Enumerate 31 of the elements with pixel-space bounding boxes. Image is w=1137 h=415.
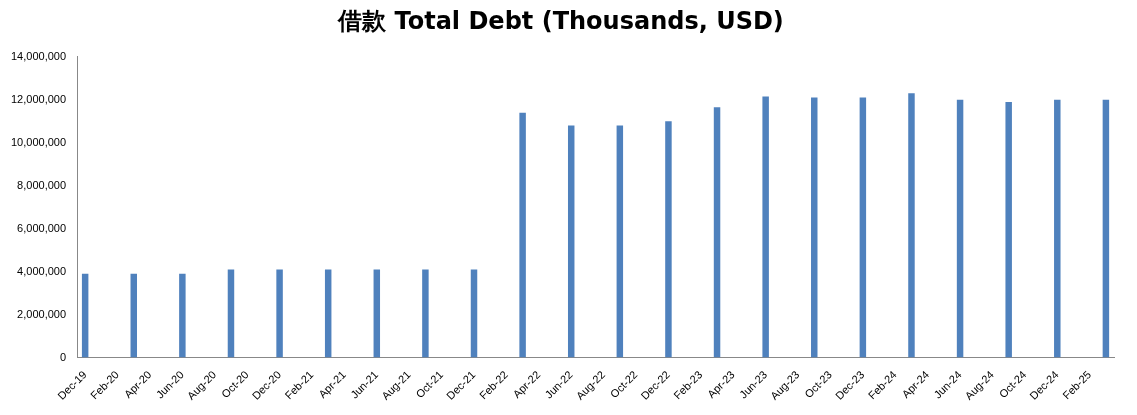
bar [713, 107, 721, 358]
bar [616, 125, 624, 358]
bar [1054, 99, 1061, 358]
bar [1102, 99, 1110, 358]
y-tick-label: 2,000,000 [17, 307, 67, 320]
y-tick-label: 8,000,000 [17, 178, 67, 191]
bar [908, 93, 915, 358]
bar [227, 269, 235, 358]
chart-title: 借款 Total Debt (Thousands, USD) [337, 6, 784, 35]
bar [276, 269, 283, 358]
bar [956, 99, 964, 358]
bar [179, 273, 186, 358]
y-tick-label: 0 [59, 350, 67, 363]
bar [859, 97, 867, 358]
bar [81, 273, 89, 358]
y-tick-label: 4,000,000 [17, 264, 67, 277]
bar [373, 269, 381, 358]
bar [1005, 101, 1012, 358]
bar [470, 269, 478, 358]
y-tick-label: 14,000,000 [10, 49, 67, 62]
y-tick-label: 12,000,000 [10, 92, 67, 105]
bar [130, 273, 137, 358]
y-tick-label: 10,000,000 [10, 135, 67, 148]
bar [324, 269, 332, 358]
bar [762, 96, 769, 358]
bar [519, 112, 526, 358]
bar [665, 121, 672, 358]
bar [422, 269, 429, 358]
bar [811, 97, 818, 358]
y-tick-label: 6,000,000 [17, 221, 67, 234]
bar [567, 125, 575, 358]
